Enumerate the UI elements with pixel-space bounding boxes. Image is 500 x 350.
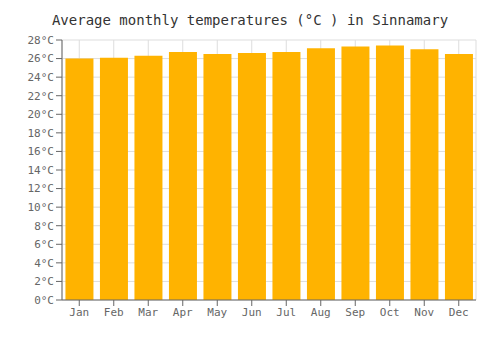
svg-text:16°C: 16°C (28, 145, 55, 158)
svg-text:Apr: Apr (173, 306, 193, 319)
svg-text:Jan: Jan (69, 306, 89, 319)
svg-text:May: May (207, 306, 227, 319)
svg-text:2°C: 2°C (34, 275, 54, 288)
svg-text:18°C: 18°C (28, 127, 55, 140)
svg-text:14°C: 14°C (28, 164, 55, 177)
svg-text:6°C: 6°C (34, 238, 54, 251)
svg-text:20°C: 20°C (28, 108, 55, 121)
svg-text:0°C: 0°C (34, 294, 54, 307)
svg-text:22°C: 22°C (28, 90, 55, 103)
svg-text:28°C: 28°C (28, 34, 55, 47)
svg-text:Jul: Jul (276, 306, 296, 319)
svg-text:24°C: 24°C (28, 71, 55, 84)
svg-text:10°C: 10°C (28, 201, 55, 214)
svg-text:Feb: Feb (104, 306, 124, 319)
svg-text:4°C: 4°C (34, 257, 54, 270)
svg-text:Oct: Oct (380, 306, 400, 319)
svg-text:Sep: Sep (345, 306, 365, 319)
svg-text:8°C: 8°C (34, 220, 54, 233)
svg-text:Mar: Mar (138, 306, 158, 319)
svg-text:26°C: 26°C (28, 52, 55, 65)
svg-text:Dec: Dec (449, 306, 469, 319)
svg-text:Jun: Jun (242, 306, 262, 319)
svg-text:Aug: Aug (311, 306, 331, 319)
svg-text:Nov: Nov (414, 306, 434, 319)
html-text:Average monthly temperatures (: Average monthly temperatures (°C ) in Si… (51, 12, 449, 28)
svg-text:12°C: 12°C (28, 182, 55, 195)
